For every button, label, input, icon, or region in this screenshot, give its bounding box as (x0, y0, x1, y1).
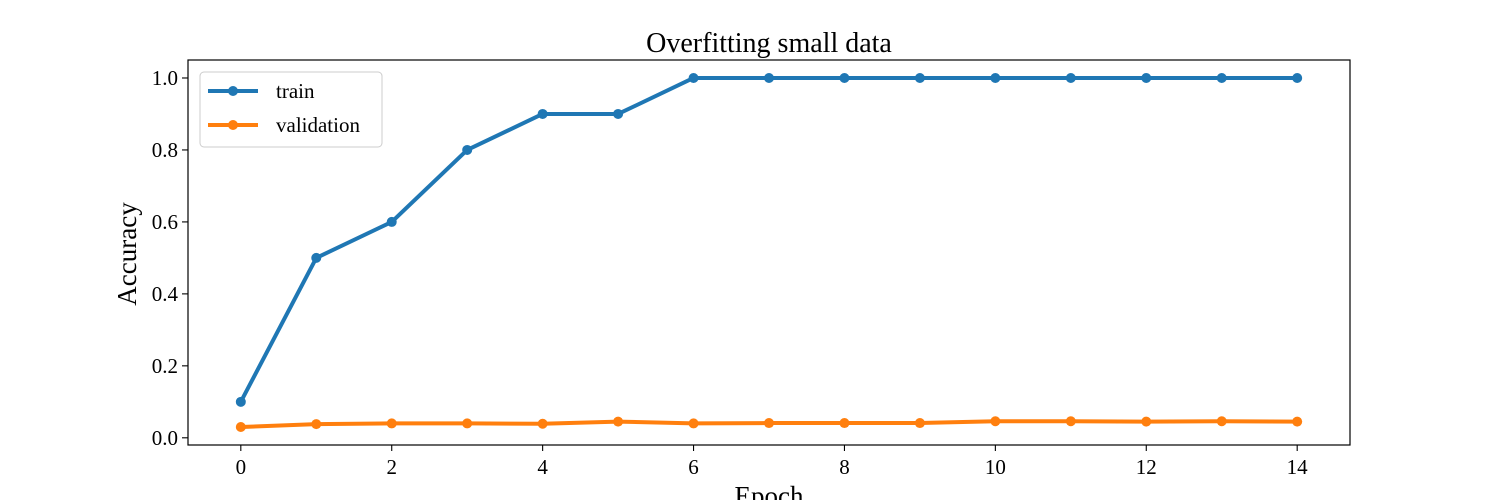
series-validation (235, 416, 1303, 433)
data-point-train (990, 72, 1001, 83)
data-point-train (914, 72, 925, 83)
x-axis-ticks: 0 2 4 6 8 10 12 14 (236, 445, 1309, 479)
x-tick-label: 4 (537, 455, 548, 479)
y-tick-label: 1.0 (152, 66, 178, 90)
data-point-train (235, 396, 246, 407)
data-point-train (1065, 72, 1076, 83)
legend-label-train: train (276, 79, 315, 103)
data-point-validation (613, 416, 624, 427)
x-tick-label: 6 (688, 455, 699, 479)
data-point-train (613, 108, 624, 119)
data-point-validation (1216, 416, 1227, 427)
series-train (235, 72, 1303, 407)
data-point-validation (1292, 416, 1303, 427)
data-point-validation (462, 418, 473, 429)
data-point-train (386, 216, 397, 227)
y-tick-label: 0.8 (152, 138, 178, 162)
data-point-validation (386, 418, 397, 429)
data-point-validation (764, 418, 774, 429)
legend: train validation (199, 71, 383, 148)
y-tick-label: 0.4 (152, 282, 179, 306)
data-point-validation (914, 418, 925, 429)
y-axis-ticks: 0.0 0.2 0.4 0.6 0.8 1.0 (152, 66, 188, 450)
chart-title: Overfitting small data (646, 28, 892, 59)
data-point-train (1292, 72, 1303, 83)
data-point-train (688, 72, 699, 83)
data-point-validation (1141, 416, 1152, 427)
data-point-validation (1065, 416, 1076, 427)
x-tick-label: 12 (1136, 455, 1157, 479)
data-point-train (462, 144, 473, 155)
x-tick-label: 10 (985, 455, 1006, 479)
plot-area (187, 59, 1351, 446)
data-point-train (839, 72, 850, 83)
data-point-train (1141, 72, 1152, 83)
data-point-validation (688, 418, 699, 429)
data-point-validation (990, 416, 1001, 427)
legend-entry-train: train (208, 79, 315, 103)
x-axis-label: Epoch (735, 481, 804, 500)
plot-frame (187, 59, 1351, 446)
legend-entry-validation: validation (208, 113, 360, 137)
x-tick-label: 0 (236, 455, 247, 479)
legend-marker-train (228, 86, 238, 96)
x-tick-label: 2 (386, 455, 397, 479)
y-tick-label: 0.2 (152, 354, 178, 378)
data-point-train (1216, 72, 1227, 83)
legend-marker-validation (228, 120, 238, 130)
data-point-train (764, 72, 774, 83)
data-point-validation (839, 418, 850, 429)
data-point-validation (311, 419, 322, 430)
y-axis-label: Accuracy (112, 202, 142, 306)
series-layer (235, 72, 1303, 433)
legend-label-validation: validation (276, 113, 360, 137)
data-point-train (311, 252, 322, 263)
data-point-validation (235, 422, 246, 433)
y-tick-label: 0.6 (152, 210, 178, 234)
x-tick-label: 14 (1287, 455, 1309, 479)
data-point-train (537, 108, 548, 119)
data-point-validation (537, 418, 548, 429)
y-tick-label: 0.0 (152, 426, 178, 450)
x-tick-label: 8 (839, 455, 850, 479)
